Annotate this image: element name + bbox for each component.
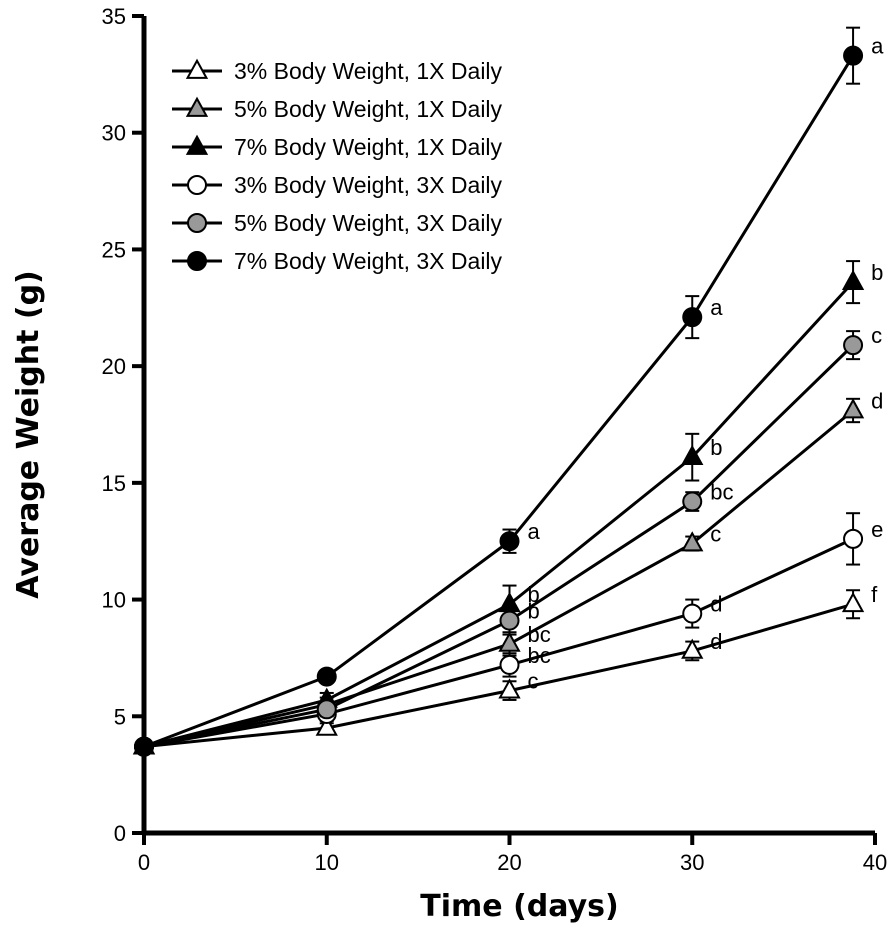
x-axis-title: Time (days): [420, 889, 618, 924]
legend-label: 7% Body Weight, 1X Daily: [234, 134, 503, 160]
legend-entry: 5% Body Weight, 1X Daily: [172, 96, 503, 122]
significance-label: b: [871, 260, 883, 285]
legend-label: 5% Body Weight, 1X Daily: [234, 96, 503, 122]
data-point: [316, 699, 337, 720]
significance-label: c: [871, 323, 882, 348]
legend-label: 3% Body Weight, 1X Daily: [234, 58, 503, 84]
series-layer: [132, 26, 865, 757]
legend-label: 3% Body Weight, 3X Daily: [234, 172, 503, 198]
significance-label: f: [871, 582, 878, 607]
data-point: [843, 335, 864, 356]
x-tick-label: 10: [315, 850, 339, 875]
significance-label: a: [528, 519, 541, 544]
data-point: [841, 398, 865, 419]
legend-entry: 3% Body Weight, 1X Daily: [172, 58, 503, 84]
data-point: [499, 531, 520, 552]
series-line: [143, 409, 855, 749]
legend-entry: 7% Body Weight, 3X Daily: [172, 248, 503, 274]
data-point: [498, 678, 521, 699]
significance-label: e: [871, 517, 883, 542]
series-6: [134, 26, 864, 757]
x-tick-label: 30: [680, 850, 704, 875]
y-tick-label: 35: [102, 4, 126, 29]
significance-label: d: [710, 629, 722, 654]
data-point: [843, 45, 864, 66]
legend-entry: 3% Body Weight, 3X Daily: [172, 172, 503, 198]
significance-label: d: [710, 592, 722, 617]
y-axis-title: Average Weight (g): [11, 270, 46, 599]
y-tick-label: 0: [114, 821, 126, 846]
legend-marker: [187, 251, 207, 271]
data-point: [134, 736, 154, 757]
x-tick-label: 40: [863, 850, 887, 875]
significance-label: b: [528, 599, 540, 624]
data-point: [682, 491, 703, 512]
data-point: [841, 591, 865, 613]
y-tick-label: 25: [102, 237, 126, 262]
legend-entry: 5% Body Weight, 3X Daily: [172, 210, 503, 236]
legend-marker: [185, 58, 209, 79]
data-point: [315, 715, 338, 736]
y-tick-label: 15: [102, 471, 126, 496]
x-tick-label: 0: [138, 850, 150, 875]
data-point: [498, 631, 521, 652]
data-point: [316, 666, 337, 687]
significance-label: bc: [528, 622, 551, 647]
significance-label: a: [710, 295, 723, 320]
data-point: [681, 444, 704, 466]
y-tick-label: 5: [114, 704, 126, 729]
y-tick-label: 20: [102, 354, 126, 379]
legend: 3% Body Weight, 1X Daily 5% Body Weight, …: [172, 58, 503, 274]
data-point: [841, 269, 865, 290]
y-tick-label: 30: [102, 121, 126, 146]
data-point: [499, 654, 520, 675]
series-line: [143, 344, 855, 749]
axes: 0 5 10 15 20 25 30 35 0 10 20 30 40: [102, 4, 888, 875]
significance-label: c: [528, 669, 539, 694]
series-line: [143, 281, 855, 749]
data-point: [681, 531, 704, 552]
series-2: [132, 397, 865, 755]
significance-label: bc: [528, 643, 551, 668]
data-point: [682, 603, 703, 624]
y-tick-label: 10: [102, 588, 126, 613]
data-point: [499, 610, 520, 631]
significance-label: c: [710, 522, 721, 547]
legend-label: 5% Body Weight, 3X Daily: [234, 210, 503, 236]
legend-marker: [185, 134, 209, 155]
legend-entry: 7% Body Weight, 1X Daily: [172, 134, 503, 160]
significance-label: b: [528, 582, 540, 607]
x-tick-label: 20: [497, 850, 521, 875]
legend-marker: [187, 213, 207, 233]
significance-label: a: [871, 34, 884, 59]
significance-label: d: [871, 388, 883, 413]
data-point: [681, 638, 704, 659]
series-3: [132, 260, 865, 755]
data-point: [682, 307, 703, 328]
series-line: [143, 537, 854, 749]
legend-marker: [185, 96, 209, 117]
legend-label: 7% Body Weight, 3X Daily: [234, 248, 503, 274]
data-point: [843, 528, 864, 549]
significance-label: b: [710, 435, 722, 460]
significance-label: bc: [710, 480, 733, 505]
legend-marker: [187, 175, 207, 195]
